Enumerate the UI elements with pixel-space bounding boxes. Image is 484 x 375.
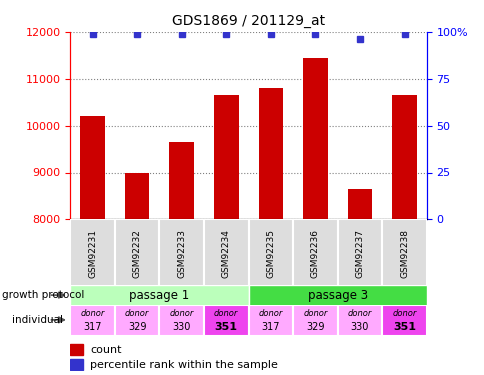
FancyBboxPatch shape (70, 305, 115, 336)
FancyBboxPatch shape (115, 305, 159, 336)
FancyBboxPatch shape (381, 305, 426, 336)
Text: donor: donor (347, 309, 371, 318)
Text: 351: 351 (214, 322, 237, 332)
Text: 317: 317 (261, 322, 280, 332)
Bar (213, 95, 238, 219)
Text: individual: individual (12, 315, 63, 325)
Text: passage 3: passage 3 (307, 289, 367, 302)
Text: donor: donor (213, 309, 238, 318)
Text: GSM92233: GSM92233 (177, 229, 186, 278)
Title: GDS1869 / 201129_at: GDS1869 / 201129_at (172, 14, 324, 28)
Text: 329: 329 (128, 322, 146, 332)
Text: donor: donor (258, 309, 283, 318)
Bar (258, 88, 283, 219)
Text: GSM92237: GSM92237 (355, 229, 363, 278)
FancyBboxPatch shape (159, 219, 204, 287)
FancyBboxPatch shape (204, 219, 248, 287)
Text: GSM92235: GSM92235 (266, 229, 275, 278)
FancyBboxPatch shape (381, 219, 426, 287)
Text: GSM92231: GSM92231 (88, 229, 97, 278)
Text: donor: donor (125, 309, 149, 318)
Text: GSM92234: GSM92234 (221, 229, 230, 278)
Bar (302, 58, 327, 219)
Text: donor: donor (392, 309, 416, 318)
Bar (125, 172, 149, 219)
Text: passage 1: passage 1 (129, 289, 189, 302)
Text: donor: donor (169, 309, 194, 318)
Bar (70, 344, 83, 355)
Text: 329: 329 (305, 322, 324, 332)
FancyBboxPatch shape (248, 219, 292, 287)
Text: 330: 330 (350, 322, 368, 332)
Text: 317: 317 (83, 322, 102, 332)
FancyBboxPatch shape (337, 305, 381, 336)
FancyBboxPatch shape (204, 305, 248, 336)
Bar (392, 95, 416, 219)
Bar (70, 359, 83, 370)
FancyBboxPatch shape (70, 285, 248, 306)
Text: growth protocol: growth protocol (2, 290, 85, 300)
FancyBboxPatch shape (292, 219, 337, 287)
Text: donor: donor (80, 309, 105, 318)
FancyBboxPatch shape (248, 285, 426, 306)
FancyBboxPatch shape (248, 305, 292, 336)
Text: GSM92232: GSM92232 (133, 229, 141, 278)
FancyBboxPatch shape (337, 219, 381, 287)
Text: GSM92238: GSM92238 (399, 229, 408, 278)
FancyBboxPatch shape (115, 219, 159, 287)
FancyBboxPatch shape (292, 305, 337, 336)
Bar (347, 189, 371, 219)
Bar (80, 116, 105, 219)
Text: GSM92236: GSM92236 (310, 229, 319, 278)
Text: percentile rank within the sample: percentile rank within the sample (90, 360, 277, 370)
Text: donor: donor (302, 309, 327, 318)
Text: count: count (90, 345, 121, 355)
Bar (169, 142, 194, 219)
FancyBboxPatch shape (159, 305, 204, 336)
FancyBboxPatch shape (70, 219, 115, 287)
Text: 351: 351 (392, 322, 415, 332)
Text: 330: 330 (172, 322, 191, 332)
